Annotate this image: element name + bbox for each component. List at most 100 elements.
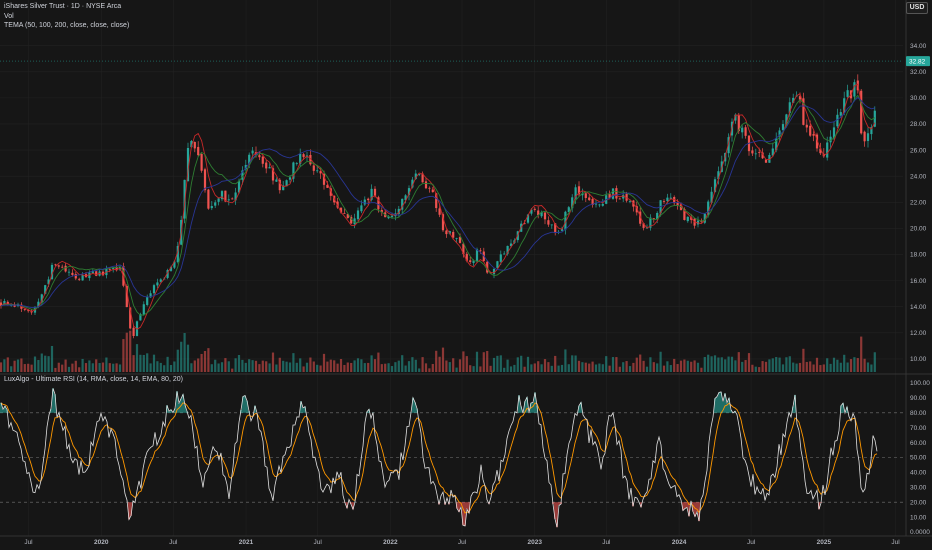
volume-bar — [126, 333, 128, 372]
volume-bar — [496, 356, 498, 372]
volume-bar — [782, 364, 784, 372]
volume-bar — [833, 358, 835, 372]
volume-bar — [330, 360, 332, 372]
volume-bar — [54, 368, 56, 372]
volume-bar — [398, 361, 400, 372]
candle-body — [840, 112, 842, 116]
volume-bar — [347, 363, 349, 372]
volume-bar — [615, 357, 617, 372]
volume-bar — [530, 364, 532, 372]
volume-bar — [745, 360, 747, 372]
candle-body — [258, 155, 260, 157]
volume-bar — [71, 364, 73, 372]
volume-bar — [694, 360, 696, 372]
volume-label[interactable]: Vol — [4, 13, 14, 20]
x-tick-label: 2023 — [528, 539, 543, 546]
volume-bar — [629, 366, 631, 372]
volume-bar — [207, 348, 209, 372]
volume-bar — [146, 353, 148, 372]
rsi-tick-label: 0.0000 — [910, 529, 930, 536]
volume-bar — [544, 359, 546, 372]
x-tick-label: 2020 — [94, 539, 109, 546]
volume-bar — [578, 361, 580, 372]
volume-bar — [241, 360, 243, 372]
volume-bar — [48, 356, 50, 372]
volume-bar — [289, 362, 291, 372]
volume-bar — [653, 362, 655, 372]
candle-body — [303, 154, 305, 157]
indicator-line[interactable]: TEMA (50, 100, 200, close, close, close) — [4, 22, 129, 29]
volume-bar — [3, 359, 5, 372]
candle-body — [544, 213, 546, 220]
lower-pane-title[interactable]: LuxAlgo - Ultimate RSI (14, RMA, close, … — [4, 376, 183, 383]
volume-bar — [14, 361, 16, 372]
volume-bar — [874, 352, 876, 372]
volume-bar — [809, 361, 811, 372]
price-tick-label: 16.00 — [910, 278, 927, 285]
candle-body — [201, 154, 203, 171]
volume-bar — [738, 352, 740, 372]
volume-bar — [592, 362, 594, 372]
candle-body — [112, 268, 114, 269]
candle-body — [289, 177, 291, 179]
candle-body — [143, 304, 145, 314]
volume-bar — [840, 363, 842, 372]
volume-bar — [473, 366, 475, 372]
volume-bar — [31, 365, 33, 372]
volume-bar — [490, 366, 492, 372]
candle-body — [615, 188, 617, 198]
volume-bar — [408, 361, 410, 372]
volume-bar — [445, 361, 447, 372]
candle-body — [313, 165, 315, 170]
volume-bar — [762, 361, 764, 372]
volume-bar — [343, 365, 345, 372]
candle-body — [296, 163, 298, 164]
volume-bar — [303, 366, 305, 372]
volume-bar — [275, 365, 277, 372]
volume-bar — [350, 363, 352, 372]
volume-bar — [360, 359, 362, 372]
volume-bar — [537, 361, 539, 372]
volume-bar — [449, 362, 451, 372]
volume-bar — [7, 357, 9, 372]
candle-body — [68, 272, 70, 273]
volume-bar — [541, 364, 543, 372]
volume-bar — [24, 364, 26, 372]
volume-bar — [513, 365, 515, 372]
volume-bar — [612, 357, 614, 372]
volume-bar — [456, 368, 458, 372]
volume-bar — [272, 353, 274, 372]
candle-body — [452, 232, 454, 238]
x-tick-label: 2025 — [817, 539, 832, 546]
x-tick-label: Jul — [169, 539, 178, 546]
volume-bar — [364, 363, 366, 372]
candle-body — [751, 150, 753, 153]
volume-bar — [391, 366, 393, 372]
volume-bar — [17, 360, 19, 372]
volume-bar — [486, 351, 488, 372]
volume-bar — [163, 365, 165, 372]
volume-bar — [462, 351, 464, 372]
candle-body — [585, 193, 587, 198]
volume-bar — [51, 346, 53, 372]
volume-bar — [605, 356, 607, 372]
volume-bar — [129, 331, 131, 372]
volume-bar — [309, 358, 311, 372]
volume-bar — [377, 353, 379, 372]
candle-body — [432, 190, 434, 193]
x-tick-label: Jul — [891, 539, 900, 546]
price-tick-label: 32.00 — [910, 69, 927, 76]
candle-body — [425, 181, 427, 188]
volume-bar — [184, 333, 186, 372]
symbol-line[interactable]: iShares Silver Trust · 1D · NYSE Arca — [4, 3, 121, 10]
currency-button[interactable]: USD — [906, 2, 928, 14]
volume-bar — [265, 361, 267, 372]
volume-bar — [248, 359, 250, 372]
candle-body — [275, 180, 277, 182]
volume-bar — [61, 365, 63, 372]
volume-bar — [160, 363, 162, 372]
volume-bar — [476, 352, 478, 372]
volume-bar — [20, 358, 22, 372]
volume-bar — [231, 369, 233, 372]
